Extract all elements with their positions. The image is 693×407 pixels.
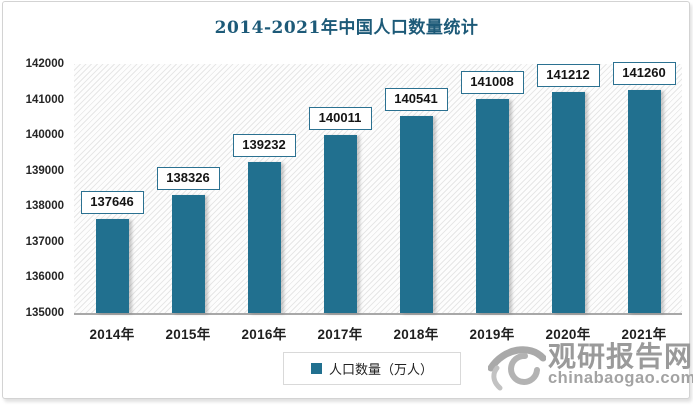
data-label: 138326 [156,166,220,190]
data-label: 139232 [232,134,296,158]
watermark-site-url: chinabaogao.com [548,369,693,387]
y-axis-tick-label: 139000 [25,164,64,177]
data-label: 141212 [536,64,600,88]
x-axis-category-label: 2018年 [393,327,439,342]
bar [475,99,509,313]
watermark-site-name: 观研报告网 [548,341,693,372]
x-axis-category-label: 2019年 [469,327,515,342]
data-label: 140011 [308,106,372,130]
watermark: 观研报告网 chinabaogao.com [488,334,693,398]
y-axis-tick-label: 141000 [25,93,64,106]
legend: 人口数量（万人） [283,352,461,385]
x-axis-category-label: 2017年 [317,327,363,342]
y-axis-tick-label: 138000 [25,200,64,213]
x-axis-category-label: 2015年 [165,327,211,342]
bar [551,92,585,313]
data-label: 140541 [384,87,448,111]
data-label: 137646 [80,190,144,214]
bar [323,134,357,313]
bar [627,90,661,313]
x-axis-category-label: 2016年 [241,327,287,342]
x-axis-category-label: 2014年 [89,327,135,342]
chart-title: 2014-2021年中国人口数量统计 [214,18,479,38]
y-axis-tick-label: 135000 [25,307,64,319]
data-label: 141260 [612,62,676,86]
legend-marker-square-icon [310,363,322,374]
y-axis-tick-label: 142000 [25,58,64,70]
bar [247,162,281,313]
y-axis-tick-label: 140000 [25,129,64,142]
y-axis-tick-label: 137000 [25,235,64,248]
x-axis-category-label: 2020年 [545,327,591,342]
bar [171,194,205,313]
eye-swirl-logo-icon [488,346,546,391]
bar [399,115,433,313]
y-axis-tick-label: 136000 [25,271,64,284]
x-axis-category-label: 2021年 [621,327,667,342]
legend-label: 人口数量（万人） [328,362,433,377]
bar [95,218,129,313]
data-label: 141008 [460,71,524,95]
